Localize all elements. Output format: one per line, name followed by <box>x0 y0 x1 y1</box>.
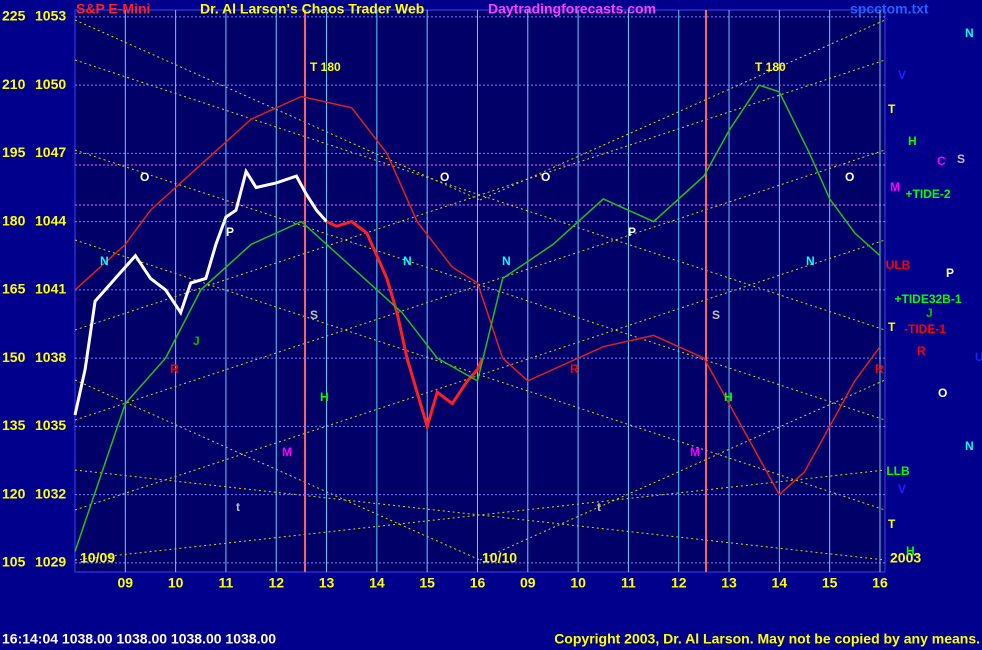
annotation: N <box>806 254 815 268</box>
x-tick-label: 09 <box>118 575 134 591</box>
y2-tick-label: 180 <box>2 212 26 228</box>
annotation: P <box>628 225 636 239</box>
annotation: +TIDE-2 <box>905 187 950 201</box>
annotation: +TIDE32B-1 <box>894 292 961 306</box>
flux-lines <box>74 19 886 561</box>
y2-tick-label: 135 <box>2 417 26 433</box>
y-tick-label: 1035 <box>35 417 66 433</box>
x-tick-label: 15 <box>822 575 838 591</box>
annotation: T <box>888 517 896 531</box>
x-tick-label: 15 <box>419 575 435 591</box>
annotation: J <box>926 306 933 320</box>
annotation: H <box>908 134 917 148</box>
x-tick-label: 16 <box>470 575 486 591</box>
date-label: 10/09 <box>80 550 115 566</box>
x-tick-label: 16 <box>872 575 888 591</box>
annotation: J <box>193 334 200 348</box>
annotation: U <box>975 350 982 364</box>
y-tick-label: 1032 <box>35 485 66 501</box>
y-tick-label: 1029 <box>35 554 66 570</box>
annotation: N <box>965 26 974 40</box>
annotation: H <box>320 390 329 404</box>
x-tick-label: 13 <box>721 575 737 591</box>
annotation: R <box>917 344 926 358</box>
x-tick-label: 11 <box>621 575 636 591</box>
date-label: 10/10 <box>482 550 517 566</box>
y2-tick-label: 210 <box>2 76 26 92</box>
annotation: LLB <box>886 464 910 478</box>
x-tick-label: 12 <box>671 575 687 591</box>
annotation: O <box>541 170 550 184</box>
annotation: N <box>403 254 412 268</box>
series-line <box>325 219 484 432</box>
symbol: S&P E-Mini <box>76 1 150 17</box>
annotation: T <box>888 102 896 116</box>
copyright: Copyright 2003, Dr. Al Larson. May not b… <box>554 631 980 647</box>
annotation: T 180 <box>310 60 341 74</box>
annotation: T 180 <box>755 60 786 74</box>
annotation: ULB <box>886 258 911 272</box>
annotation: O <box>845 170 854 184</box>
annotation: t <box>236 500 240 514</box>
annotation: P <box>946 266 954 280</box>
y-tick-label: 1047 <box>35 144 66 160</box>
y2-tick-label: 195 <box>2 144 26 160</box>
annotation: N <box>100 254 109 268</box>
date-label: 2003 <box>890 550 921 566</box>
annotation: V <box>898 68 906 82</box>
annotation: N <box>502 254 511 268</box>
y-tick-label: 1038 <box>35 349 66 365</box>
annotation: O <box>140 170 149 184</box>
y2-tick-label: 225 <box>2 8 26 24</box>
annotation: S <box>712 308 720 322</box>
y-tick-label: 1044 <box>35 212 66 228</box>
annotation: N <box>965 439 974 453</box>
annotation: M <box>282 445 292 459</box>
annotation: H <box>724 390 733 404</box>
annotation: O <box>440 170 449 184</box>
annotation: R <box>570 362 579 376</box>
y2-tick-label: 105 <box>2 554 26 570</box>
annotation: M <box>890 180 900 194</box>
annotation: T <box>888 320 896 334</box>
annotation: R <box>875 362 884 376</box>
x-tick-label: 14 <box>772 575 788 591</box>
x-tick-label: 10 <box>570 575 586 591</box>
annotation: H <box>906 544 915 558</box>
annotation: S <box>957 152 965 166</box>
series-line <box>74 84 881 552</box>
annotation: M <box>690 445 700 459</box>
annotation: O <box>938 386 947 400</box>
annotation: t <box>597 500 601 514</box>
status-line: 16:14:04 1038.00 1038.00 1038.00 1038.00 <box>2 631 276 647</box>
annotation: V <box>898 482 906 496</box>
y2-tick-label: 120 <box>2 485 26 501</box>
annotation: -TIDE-1 <box>904 322 946 336</box>
annotation: S <box>310 308 318 322</box>
x-tick-label: 10 <box>168 575 184 591</box>
y2-tick-label: 165 <box>2 281 26 297</box>
x-tick-label: 14 <box>369 575 385 591</box>
series-line <box>74 95 881 496</box>
x-tick-label: 12 <box>268 575 284 591</box>
website: Daytradingforecasts.com <box>488 1 656 17</box>
annotation: C <box>937 154 946 168</box>
y-tick-label: 1041 <box>35 281 66 297</box>
y-tick-label: 1050 <box>35 76 66 92</box>
x-tick-label: 09 <box>520 575 536 591</box>
annotation: R <box>170 362 179 376</box>
x-tick-label: 11 <box>219 575 234 591</box>
y-tick-label: 1053 <box>35 8 66 24</box>
file-name: spcctom.txt <box>850 1 929 17</box>
x-tick-label: 13 <box>319 575 335 591</box>
series-line <box>73 167 328 416</box>
annotation: P <box>226 225 234 239</box>
chart-title: Dr. Al Larson's Chaos Trader Web <box>200 1 424 17</box>
y2-tick-label: 150 <box>2 349 26 365</box>
